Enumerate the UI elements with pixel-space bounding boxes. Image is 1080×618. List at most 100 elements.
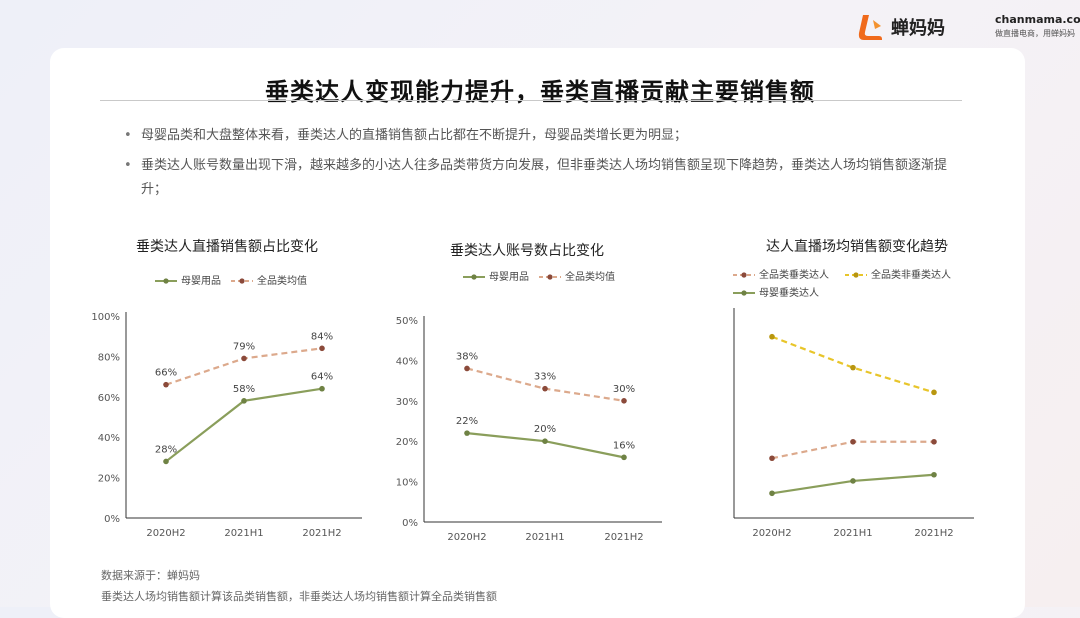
data-label: 66% [155,368,177,379]
footnote-note: 垂类达人场均销售额计算该品类销售额，非垂类达人场均销售额计算全品类销售额 [101,590,497,603]
y-tick-label: 0% [104,514,120,525]
chart-plot: 0% 10% 20% 30% 40% 50% 2020H2 2021H1 2021H2 22% 20… [396,316,662,543]
legend-label: 母婴垂类达人 [759,288,819,299]
data-point [163,458,169,465]
y-tick-label: 20% [98,474,120,485]
title-divider [100,100,962,101]
chart-sales-share: 垂类达人直播销售额占比变化 母婴用品 全品类均值 0% 20% 40% 60% 80% 10… [92,232,362,542]
y-tick-label: 60% [98,393,120,404]
data-label: 38% [456,351,478,362]
data-point [542,438,548,444]
data-point [621,398,627,404]
data-label: 64% [311,372,333,383]
data-label: 22% [456,416,478,427]
data-point [931,389,937,396]
series-line [165,347,323,386]
data-label: 58% [233,384,255,395]
y-tick-label: 40% [396,356,418,367]
x-tick-label: 2021H1 [833,528,872,539]
data-point [464,430,470,436]
data-point [850,438,856,445]
data-point [464,365,470,372]
bullet-list: 母婴品类和大盘整体来看，垂类达人的直播销售额占比都在不断提升，母婴品类增长更为明… [124,124,954,208]
data-label: 79% [233,341,255,352]
x-tick-label: 2020H2 [752,528,791,539]
legend-label: 全品类垂类达人 [759,270,829,281]
series-line [466,432,625,459]
chanmama-logo-icon [858,15,882,40]
legend-item: 全品类均值 [538,268,615,283]
legend-label: 母婴用品 [489,272,529,283]
legend-label: 全品类均值 [257,276,307,287]
data-point [319,385,325,392]
data-point [850,478,856,484]
x-tick-label: 2020H2 [447,532,486,543]
data-point [621,454,627,461]
bullet-item: 母婴品类和大盘整体来看，垂类达人的直播销售额占比都在不断提升，母婴品类增长更为明… [124,124,954,148]
x-tick-label: 2021H1 [224,528,263,539]
data-label: 28% [155,444,177,455]
data-label: 33% [534,372,556,383]
legend-item: 全品类均值 [230,272,307,287]
series-line [771,473,935,495]
chart-plot: 2020H2 2021H1 2021H2 [733,308,974,539]
y-tick-label: 100% [92,312,120,323]
legend-marker-icon [463,274,485,280]
chart-title: 垂类达人账号数占比变化 [450,243,604,259]
chart-account-share: 垂类达人账号数占比变化 母婴用品 全品类均值 0% 10% 20% 30% 40% 50% 2… [392,236,662,546]
page-title: 垂类达人变现能力提升，垂类直播贡献主要销售额 [265,78,815,106]
data-point [931,438,937,445]
brand-slogan: 做直播电商，用蝉妈妈 [995,29,1075,38]
legend-marker-icon [231,278,253,284]
y-tick-label: 20% [396,437,418,448]
legend-label: 母婴用品 [181,276,221,287]
y-tick-label: 10% [396,478,418,489]
data-label: 84% [311,331,333,342]
legend-item: 母婴垂类达人 [732,284,819,299]
chart-title: 垂类达人直播销售额占比变化 [136,239,318,255]
data-label: 30% [613,384,635,395]
data-point [931,471,937,478]
y-tick-label: 80% [98,352,120,363]
legend-item: 全品类非垂类达人 [844,266,951,281]
brand-header: 蝉妈妈 chanmama.com 做直播电商，用蝉妈妈 [855,8,1080,44]
x-tick-label: 2021H1 [525,532,564,543]
brand-url: chanmama.com [995,13,1080,26]
x-tick-label: 2020H2 [146,528,185,539]
data-label: 20% [534,424,556,435]
legend-marker-icon [733,272,755,278]
y-tick-label: 40% [98,433,120,444]
y-tick-label: 50% [396,316,418,327]
legend-item: 母婴用品 [154,272,221,287]
legend-marker-icon [733,290,755,296]
series-line [771,335,935,394]
data-point [850,364,856,371]
chart-plot: 0% 20% 40% 60% 80% 100% 2020H2 2021H1 2021H2 28% 5… [92,312,362,539]
legend-label: 全品类非垂类达人 [871,270,951,281]
brand-name: 蝉妈妈 [891,18,945,39]
data-point [163,381,169,388]
data-point [241,398,247,404]
legend-item: 母婴用品 [462,268,529,283]
legend-marker-icon [155,278,177,284]
chart-legend: 全品类垂类达人 全品类非垂类达人母婴垂类达人 [732,266,992,299]
legend-marker-icon [539,274,561,280]
x-tick-label: 2021H2 [914,528,953,539]
bullet-item: 垂类达人账号数量出现下滑，越来越多的小达人往多品类带货方向发展，但非垂类达人场均… [124,154,954,202]
data-point [769,455,775,462]
data-point [241,355,247,362]
data-point [769,333,775,340]
data-label: 16% [613,440,635,451]
legend-item: 全品类垂类达人 [732,266,829,281]
chart-title: 达人直播场均销售额变化趋势 [766,239,948,255]
footnote-source: 数据来源于：蝉妈妈 [101,569,200,582]
y-tick-label: 0% [402,518,418,529]
x-tick-label: 2021H2 [604,532,643,543]
data-point [769,490,775,497]
legend-label: 全品类均值 [565,272,615,283]
chart-avg-sales-trend: 达人直播场均销售额变化趋势 全品类垂类达人 全品类非垂类达人母婴垂类达人 2020… [722,232,992,542]
y-tick-label: 30% [396,397,418,408]
data-point [542,385,548,392]
legend-marker-icon [845,272,867,278]
data-point [319,345,325,352]
